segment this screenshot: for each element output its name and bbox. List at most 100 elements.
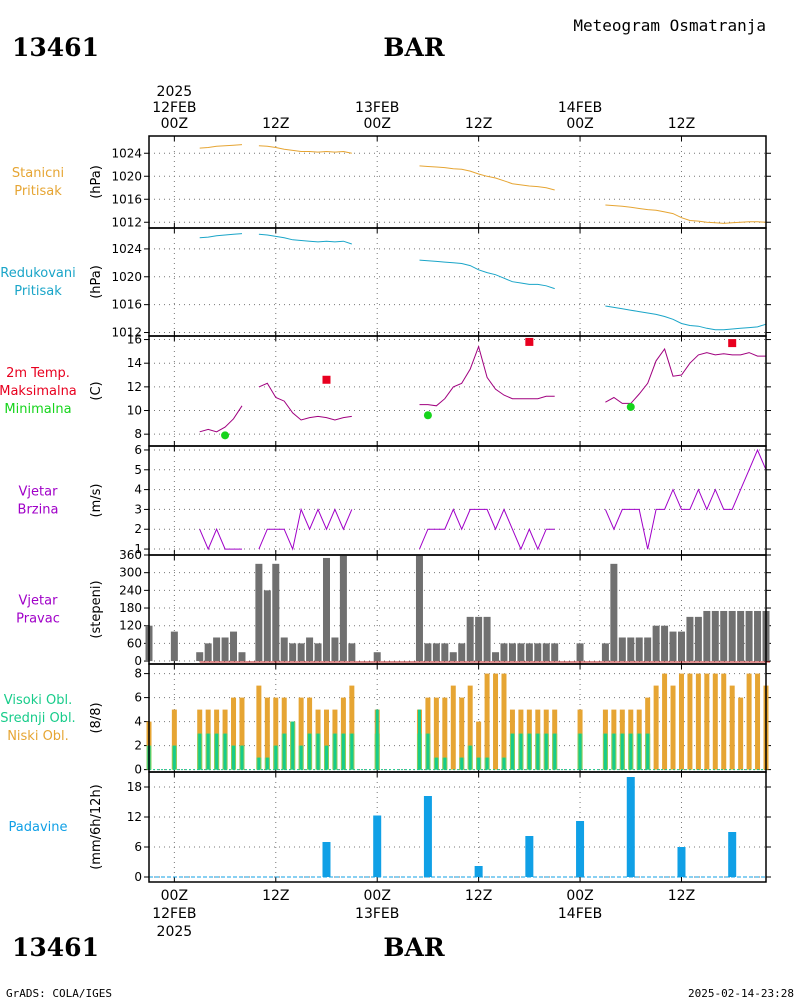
- cloud-bar: [323, 709, 329, 770]
- y-tick-label: 60: [127, 636, 142, 650]
- panel-clouds: 0 2 4 6 8 (8/8) Visoki Obl. Srednji Obl. Niski O…: [0, 663, 771, 777]
- series-line: [258, 145, 352, 154]
- y-axis-label: (hPa): [89, 165, 104, 199]
- wind-dir-bar: [652, 625, 660, 662]
- time-label-top: 12Z: [668, 116, 695, 132]
- cloud-bar: [375, 709, 379, 770]
- cloud-bar: [467, 685, 473, 770]
- station-name-bottom: BAR: [383, 933, 445, 962]
- cloud-bar: [519, 733, 523, 770]
- y-tick-label: 3: [134, 502, 142, 516]
- cloud-bar: [612, 733, 616, 770]
- cloud-bar: [198, 733, 202, 770]
- wind-dir-bar: [322, 557, 330, 662]
- series-line: [199, 233, 243, 239]
- grid: [149, 772, 766, 882]
- y-tick-label: 10: [127, 404, 142, 418]
- panel-label: Niski Obl.: [7, 729, 69, 744]
- cloud-bar: [215, 733, 219, 770]
- wind-dir-bar: [500, 643, 508, 662]
- wind-dir-bar: [449, 652, 457, 662]
- footer-credit: GrADS: COLA/IGES: [6, 987, 112, 1000]
- series-line: [605, 347, 766, 404]
- wind-dir-bar: [610, 563, 618, 662]
- grid: [149, 136, 766, 228]
- wind-dir-bar: [213, 637, 221, 662]
- wind-dir-bar: [263, 590, 271, 662]
- series-line: [605, 305, 767, 331]
- y-tick-label: 360: [119, 548, 142, 562]
- cloud-bar: [729, 685, 735, 770]
- wind-dir-bar: [280, 637, 288, 662]
- y-axis: 8 10 12 14 16: [127, 333, 771, 441]
- wind-dir-bar: [432, 643, 440, 662]
- wind-dir-bar: [737, 610, 745, 662]
- cloud-bar: [712, 673, 718, 770]
- cloud-bar: [350, 733, 354, 770]
- cloud-bar: [223, 733, 227, 770]
- y-tick-label: 0: [134, 870, 142, 884]
- panel-label: Stanicni: [12, 166, 64, 181]
- cloud-bar: [172, 745, 176, 770]
- cloud-bar: [265, 757, 269, 770]
- panel-precipitation: 0 6 12 18 (mm/6h/12h) Padavine: [9, 771, 771, 884]
- precip-bar: [525, 836, 534, 877]
- cloud-bar: [231, 697, 237, 770]
- wind-dir-bar: [483, 616, 491, 662]
- wind-dir-bar: [745, 610, 753, 662]
- wind-dir-bar: [373, 652, 381, 662]
- cloud-bar: [282, 733, 286, 770]
- cloud-bar: [493, 673, 499, 770]
- wind-dir-bar: [677, 631, 685, 662]
- wind-dir-bar: [754, 610, 762, 662]
- wind-dir-bar: [517, 643, 525, 662]
- y-tick-label: 4: [134, 715, 142, 729]
- y-tick-label: 6: [134, 691, 142, 705]
- time-label-bottom: 12Z: [668, 888, 695, 904]
- panel-label: Visoki Obl.: [4, 693, 72, 708]
- panels: 1012101610201024(hPa)StanicniPritisak101…: [0, 135, 771, 884]
- max-temp-marker: [322, 375, 331, 384]
- series-line: [604, 448, 767, 550]
- panel-label: Srednji Obl.: [0, 711, 75, 726]
- cloud-bar: [341, 733, 345, 770]
- panel-label: Vjetar: [19, 594, 59, 609]
- wind-dir-bar: [711, 610, 719, 662]
- time-label-top: 12Z: [465, 116, 492, 132]
- time-label-bottom: 00Z: [566, 888, 593, 904]
- y-tick-label: 1016: [111, 192, 142, 206]
- cloud-bar: [468, 745, 472, 770]
- min-temp-marker: [221, 431, 230, 440]
- wind-dir-bar: [466, 616, 474, 662]
- time-label-top: 00Z: [161, 116, 188, 132]
- cloud-bar: [349, 685, 355, 770]
- cloud-bar: [274, 745, 278, 770]
- cloud-bar: [476, 721, 482, 770]
- series-line: [199, 405, 243, 433]
- y-tick-label: 2: [134, 739, 142, 753]
- cloud-bar: [316, 733, 320, 770]
- panel-label: Maksimalna: [0, 384, 77, 399]
- panel-frame: [148, 335, 767, 447]
- y-axis: 1012 1016 1020 1024: [111, 146, 771, 229]
- cloud-bar: [459, 697, 465, 770]
- y-axis: 0 6 12 18: [127, 780, 771, 884]
- cloud-bar: [426, 733, 430, 770]
- wind-dir-bar: [703, 610, 711, 662]
- wind-dir-bar: [525, 643, 533, 662]
- cloud-bar: [721, 673, 727, 770]
- y-tick-label: 5: [134, 463, 142, 477]
- y-axis: 1012 1016 1020 1024: [111, 242, 771, 340]
- wind-dir-bar: [441, 643, 449, 662]
- wind-dir-bar: [686, 616, 694, 662]
- y-tick-label: 12: [127, 380, 142, 394]
- cloud-bar: [501, 673, 507, 770]
- panel-label: 2m Temp.: [6, 366, 70, 381]
- cloud-bar: [536, 733, 540, 770]
- wind-dir-bar: [424, 643, 432, 662]
- wind-dir-bar: [534, 643, 542, 662]
- panel-label: Vjetar: [19, 485, 59, 500]
- y-tick-label: 1024: [111, 146, 142, 160]
